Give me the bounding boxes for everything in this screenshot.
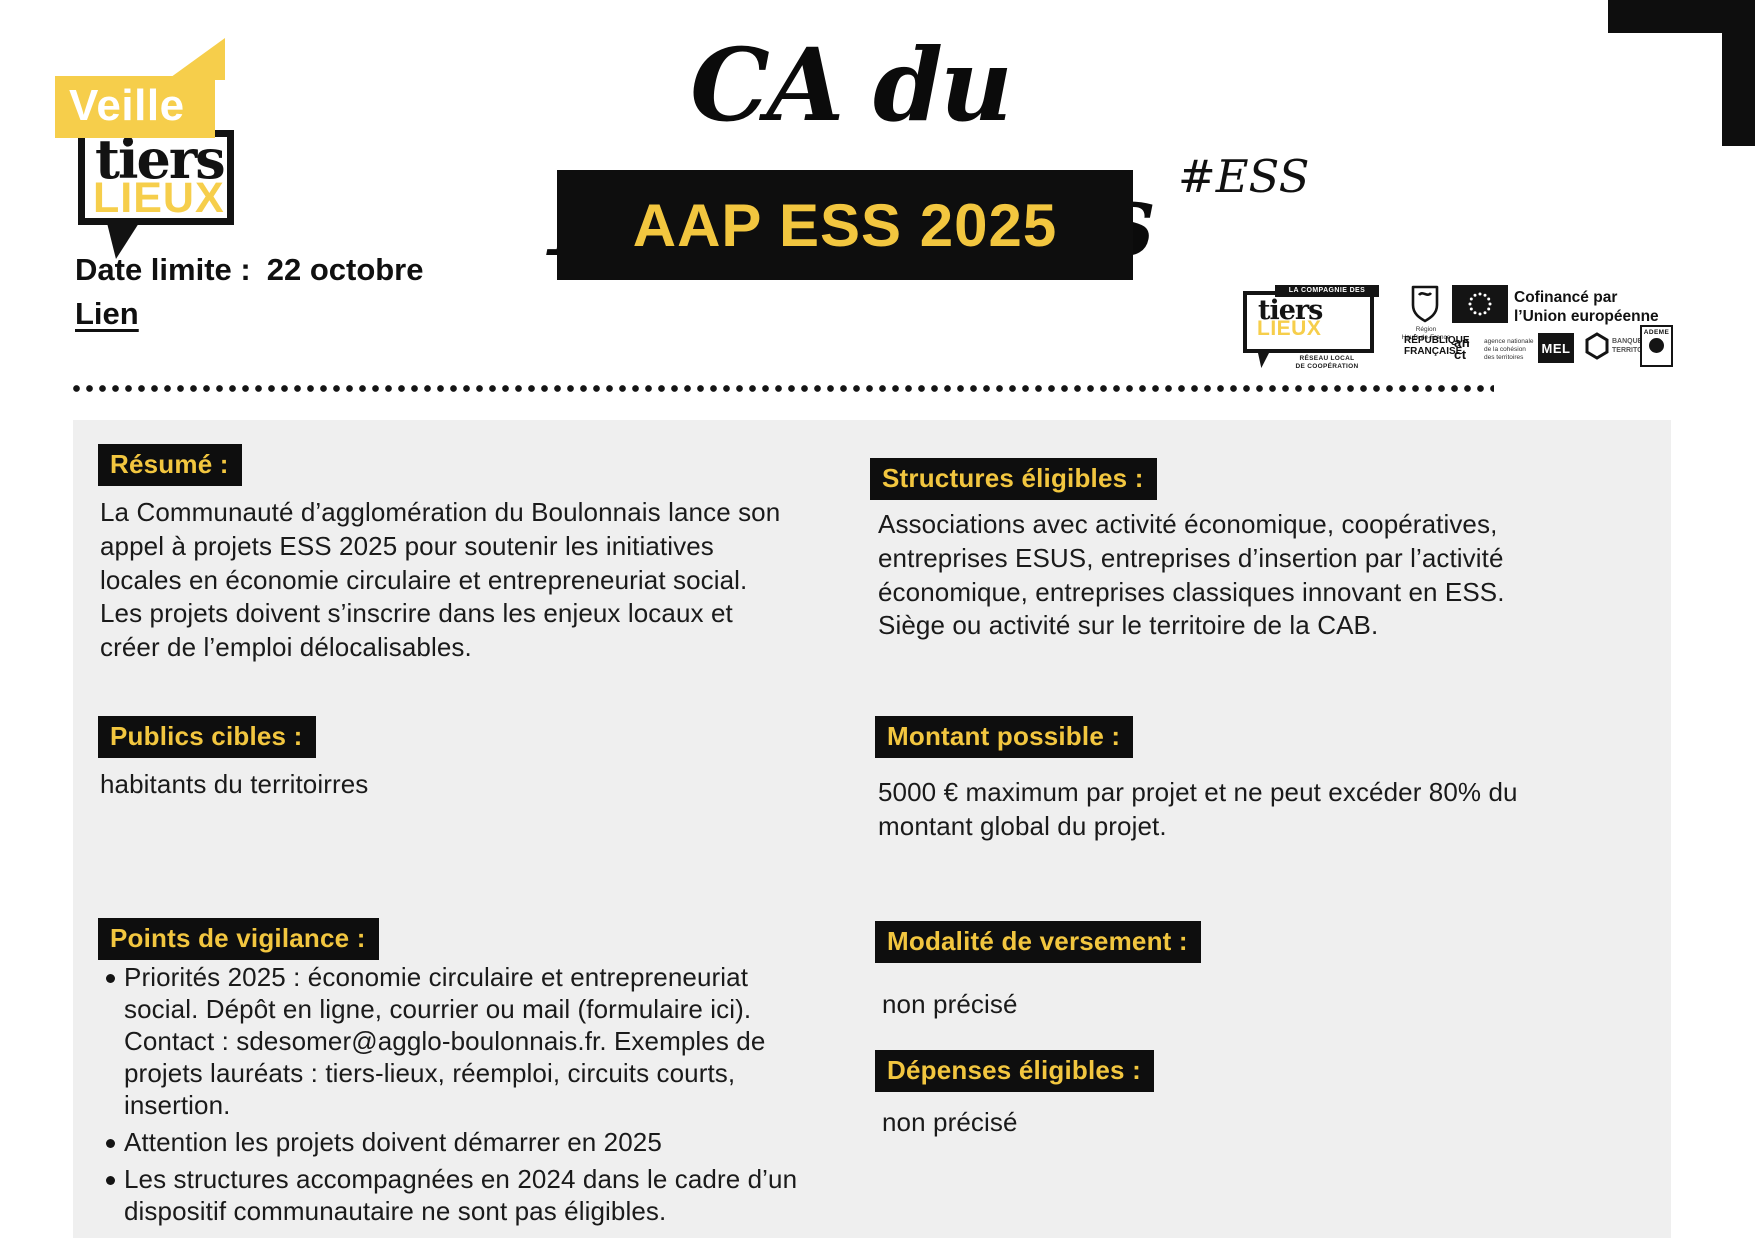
section-body-structures-eligibles: Associations avec activité économique, c… (878, 509, 1505, 641)
compagnie-top-label: LA COMPAGNIE DES (1275, 285, 1379, 297)
bullet-icon (100, 1127, 124, 1159)
anct-sublabel: agence nationale de la cohésion des terr… (1484, 338, 1534, 361)
section-title-modalite-versement: Modalité de versement : (875, 921, 1201, 963)
deadline-value: 22 octobre (266, 252, 424, 287)
ademe-logo: ADEME (1640, 325, 1673, 367)
veille-tag: Veille (55, 76, 215, 138)
lieux-wordmark: LIEUX (93, 174, 225, 222)
vigilance-bullet-list: Priorités 2025 : économie circulaire et … (100, 962, 806, 1233)
banque-des-territoires-icon (1584, 331, 1610, 366)
corner-decoration-vertical (1722, 0, 1755, 146)
section-body-montant-possible: 5000 € maximum par projet et ne peut exc… (878, 777, 1518, 841)
hashtag-ess: #ESS (1178, 150, 1310, 203)
tiers-wordmark: tiers (95, 127, 226, 191)
republique-francaise-logo: RÉPUBLIQUE FRANÇAISE (1404, 335, 1470, 357)
speech-bubble-tail-icon (167, 38, 225, 80)
aap-badge: AAP ESS 2025 (557, 170, 1133, 280)
compagnie-lieux-wordmark: LIEUX (1257, 317, 1322, 340)
bullet-text: Attention les projets doivent démarrer e… (124, 1126, 662, 1157)
aap-badge-label: AAP ESS 2025 (632, 191, 1058, 259)
bullet-icon (100, 962, 124, 1122)
compagnie-tiers-lieux-logo: LA COMPAGNIE DES tiers LIEUX RÉSEAU LOCA… (1243, 284, 1383, 376)
eu-flag-icon (1452, 285, 1508, 328)
deadline-label: Date limite : (75, 252, 251, 287)
bullet-text: Les structures accompagnées en 2024 dans… (124, 1163, 798, 1226)
content-panel (73, 420, 1671, 1238)
section-title-montant-possible: Montant possible : (875, 716, 1134, 758)
compagnie-tiers-wordmark: tiers (1258, 295, 1323, 326)
region-hauts-de-france-icon (1406, 283, 1444, 330)
section-title-structures-eligibles: Structures éligibles : (870, 458, 1157, 500)
section-body-resume: La Communauté d’agglomération du Boulonn… (100, 497, 781, 663)
mel-logo: MEL (1538, 333, 1574, 363)
section-title-resume: Résumé : (98, 444, 242, 486)
bullet-text: Priorités 2025 : économie circulaire et … (124, 962, 766, 1120)
ademe-label: ADEME (1643, 329, 1670, 336)
compagnie-bottom-label: RÉSEAU LOCAL DE COOPÉRATION (1295, 355, 1359, 371)
section-title-points-vigilance: Points de vigilance : (98, 918, 379, 960)
dotted-divider (70, 383, 1494, 394)
eu-cofinance-label: Cofinancé par l’Union européenne (1514, 289, 1659, 325)
compagnie-tail-icon (1258, 353, 1269, 368)
deadline: Date limite : 22 octobre (75, 252, 424, 288)
lien-link[interactable]: Lien (75, 296, 139, 331)
region-hauts-de-france-label: Région Hauts-de-France (1401, 326, 1451, 341)
section-body-publics-cibles: habitants du territoirres (100, 769, 369, 799)
section-title-publics-cibles: Publics cibles : (98, 716, 316, 758)
section-body-modalite-versement: non précisé (882, 989, 1018, 1019)
section-title-depenses-eligibles: Dépenses éligibles : (875, 1050, 1154, 1092)
ademe-globe-icon (1649, 338, 1664, 353)
list-item: Les structures accompagnées en 2024 dans… (100, 1164, 806, 1228)
compagnie-frame (1243, 291, 1374, 353)
list-item: Attention les projets doivent démarrer e… (100, 1127, 806, 1159)
section-body-depenses-eligibles: non précisé (882, 1107, 1018, 1137)
anct-logo: an ct (1454, 335, 1471, 362)
veille-tiers-lieux-logo: tiers LIEUX Veille (55, 36, 245, 266)
bullet-icon (100, 1164, 124, 1228)
partner-logos: Région Hauts-de-France Cofinancé par l’U… (1400, 283, 1755, 383)
list-item: Priorités 2025 : économie circulaire et … (100, 962, 806, 1122)
